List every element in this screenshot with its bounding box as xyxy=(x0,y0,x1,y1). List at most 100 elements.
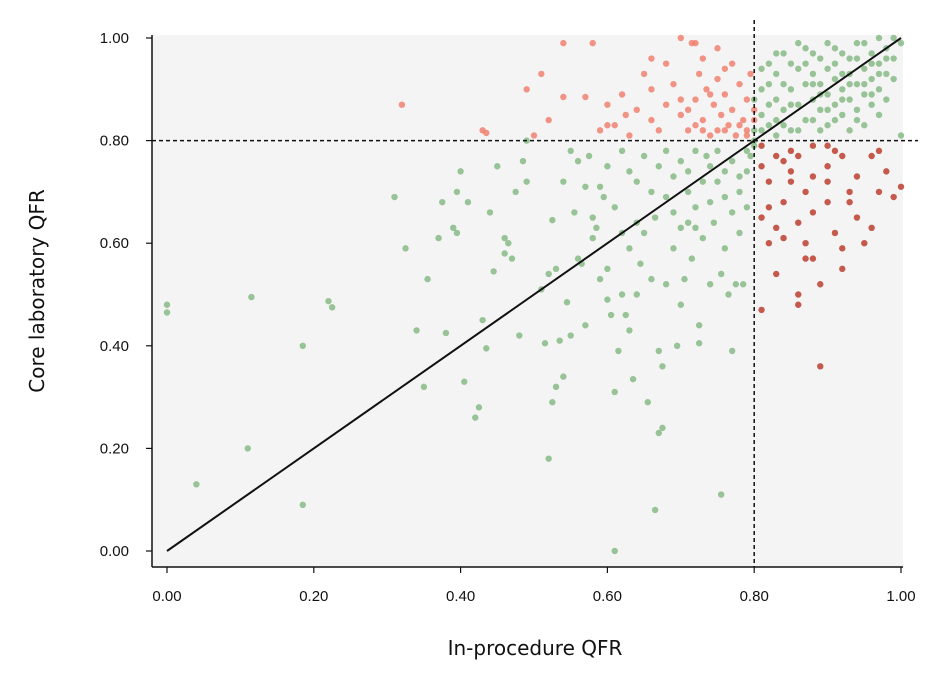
point-false-positive xyxy=(861,240,868,247)
point-concordant xyxy=(802,60,809,67)
point-false-negative xyxy=(677,34,684,42)
point-concordant xyxy=(501,234,508,242)
point-concordant xyxy=(743,147,751,155)
point-false-positive xyxy=(875,147,883,155)
point-false-positive xyxy=(824,142,831,149)
point-false-negative xyxy=(732,132,740,139)
point-concordant xyxy=(516,332,523,339)
point-concordant xyxy=(802,45,809,52)
point-concordant xyxy=(574,157,582,165)
point-concordant xyxy=(861,122,868,129)
point-concordant xyxy=(618,291,626,298)
y-tick-label: 0.40 xyxy=(100,338,129,355)
point-concordant xyxy=(699,234,707,242)
point-concordant xyxy=(552,383,560,391)
point-concordant xyxy=(868,50,875,57)
point-concordant xyxy=(765,101,773,108)
point-concordant xyxy=(773,132,780,139)
point-concordant xyxy=(563,298,571,306)
point-false-positive xyxy=(831,147,839,155)
point-concordant xyxy=(512,188,519,196)
point-false-negative xyxy=(633,106,640,114)
point-false-negative xyxy=(706,91,714,98)
point-false-positive xyxy=(853,173,861,180)
point-concordant xyxy=(831,75,839,83)
point-concordant xyxy=(662,147,670,155)
point-concordant xyxy=(163,309,171,316)
point-false-positive xyxy=(817,281,824,288)
point-concordant xyxy=(692,147,699,155)
point-concordant xyxy=(861,91,868,98)
point-concordant xyxy=(787,127,795,134)
point-concordant xyxy=(868,60,875,67)
point-false-positive xyxy=(795,291,802,298)
y-tick-label: 0.00 xyxy=(100,543,129,560)
point-concordant xyxy=(839,50,846,57)
point-concordant xyxy=(883,70,890,78)
axis-ticks: 0.00 0.20 0.40 0.60 0.80 1.00 0.00 0.20 0.40 0.60… xyxy=(100,30,916,605)
point-false-positive xyxy=(787,147,795,155)
point-false-negative xyxy=(736,80,743,88)
point-false-positive xyxy=(787,178,795,185)
x-tick-label: 0.80 xyxy=(740,588,769,605)
point-concordant xyxy=(751,142,758,149)
point-concordant xyxy=(163,301,171,308)
point-concordant xyxy=(604,163,611,170)
point-concordant xyxy=(651,214,659,221)
point-concordant xyxy=(391,193,398,201)
point-concordant xyxy=(809,70,817,78)
point-concordant xyxy=(824,91,831,98)
point-concordant xyxy=(626,327,633,334)
point-false-negative xyxy=(706,132,714,139)
point-concordant xyxy=(846,80,853,88)
point-false-negative xyxy=(717,111,725,119)
point-concordant xyxy=(662,281,670,288)
point-concordant xyxy=(673,342,681,349)
point-concordant xyxy=(593,224,600,232)
point-false-negative xyxy=(648,86,655,93)
y-tick-label: 0.20 xyxy=(100,440,129,457)
point-false-negative xyxy=(662,101,670,108)
point-false-negative xyxy=(714,75,721,83)
point-concordant xyxy=(604,265,611,273)
point-concordant xyxy=(483,345,490,352)
point-concordant xyxy=(545,270,552,278)
point-concordant xyxy=(585,152,593,160)
point-concordant xyxy=(875,111,883,119)
point-concordant xyxy=(706,281,714,288)
point-concordant xyxy=(890,34,897,42)
point-false-positive xyxy=(817,363,824,370)
point-concordant xyxy=(853,39,861,47)
point-false-negative xyxy=(714,45,721,52)
point-concordant xyxy=(651,506,659,514)
point-concordant xyxy=(824,39,831,47)
point-concordant xyxy=(717,270,725,278)
point-concordant xyxy=(607,311,615,319)
point-concordant xyxy=(684,168,692,175)
point-false-negative xyxy=(739,116,747,124)
point-false-negative xyxy=(648,116,655,124)
point-concordant xyxy=(875,60,883,67)
x-tick-label: 0.00 xyxy=(152,588,181,605)
point-concordant xyxy=(795,101,802,108)
point-concordant xyxy=(773,70,780,78)
point-concordant xyxy=(248,293,255,301)
point-false-positive xyxy=(795,152,802,160)
x-tick-label: 0.20 xyxy=(299,588,328,605)
point-concordant xyxy=(795,127,802,134)
point-concordant xyxy=(765,80,773,88)
point-concordant xyxy=(424,275,431,283)
point-concordant xyxy=(618,147,626,155)
point-concordant xyxy=(809,80,817,88)
y-tick-label: 0.80 xyxy=(100,133,129,150)
point-concordant xyxy=(732,281,740,288)
point-false-negative xyxy=(483,129,490,137)
point-concordant xyxy=(824,65,831,72)
point-false-negative xyxy=(743,132,751,139)
point-concordant xyxy=(868,75,875,83)
point-concordant xyxy=(890,55,897,62)
point-concordant xyxy=(743,204,751,211)
point-concordant xyxy=(743,168,751,175)
point-concordant xyxy=(890,75,897,83)
